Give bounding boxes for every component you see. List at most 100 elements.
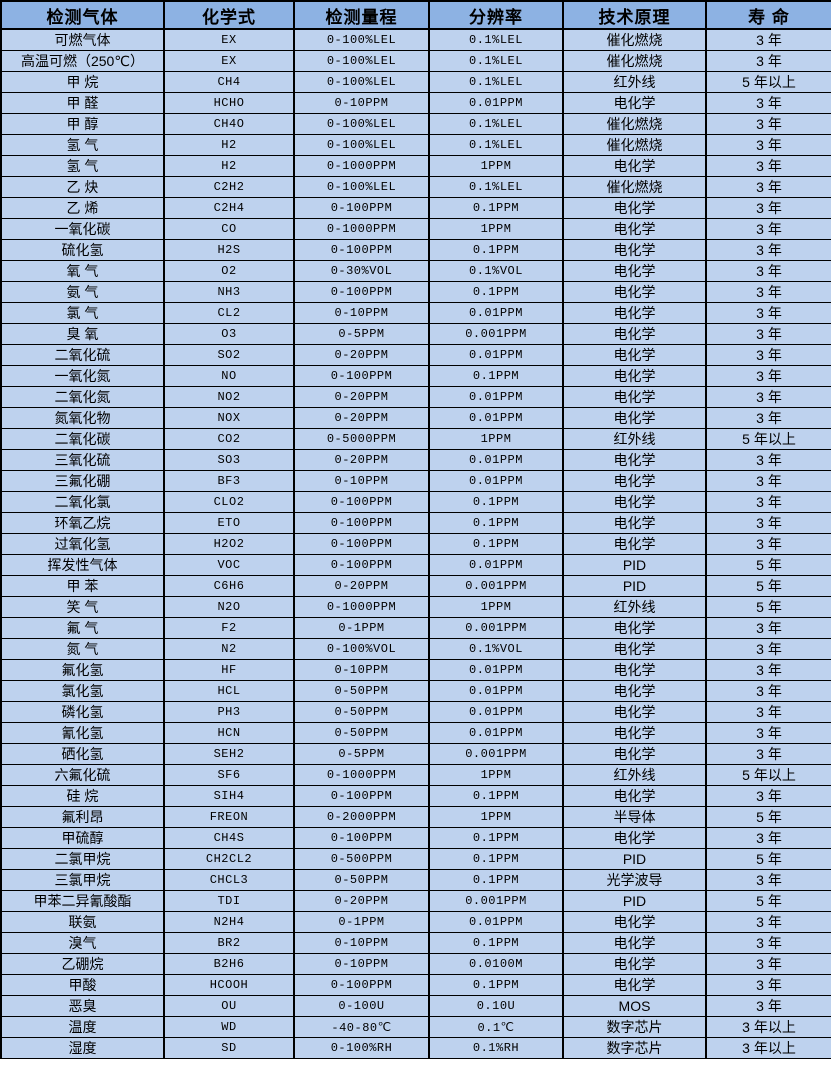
cell-technology-principle: 红外线: [562, 428, 707, 450]
cell-chemical-formula: BR2: [163, 932, 295, 954]
cell-detection-range: 0-100PPM: [293, 197, 430, 219]
cell-resolution: 0.1PPM: [428, 848, 564, 870]
cell-gas-name: 六氟化硫: [0, 764, 165, 786]
cell-lifespan: 3 年以上: [705, 1037, 831, 1059]
cell-gas-name: 甲苯二异氰酸酯: [0, 890, 165, 912]
cell-chemical-formula: CH4: [163, 71, 295, 93]
cell-technology-principle: 电化学: [562, 92, 707, 114]
cell-chemical-formula: CO: [163, 218, 295, 240]
cell-chemical-formula: H2S: [163, 239, 295, 261]
cell-detection-range: 0-20PPM: [293, 344, 430, 366]
cell-chemical-formula: TDI: [163, 890, 295, 912]
cell-gas-name: 氰化氢: [0, 722, 165, 744]
cell-chemical-formula: O2: [163, 260, 295, 282]
table-row: 氧 气 O2 0-30%VOL 0.1%VOL 电化学 3 年: [0, 260, 831, 282]
table-row: 湿度 SD 0-100%RH 0.1%RH 数字芯片 3 年以上: [0, 1037, 831, 1059]
cell-resolution: 0.1%LEL: [428, 134, 564, 156]
cell-resolution: 0.01PPM: [428, 470, 564, 492]
table-row: 甲硫醇 CH4S 0-100PPM 0.1PPM 电化学 3 年: [0, 827, 831, 849]
table-body: 可燃气体 EX 0-100%LEL 0.1%LEL 催化燃烧 3 年高温可燃（250℃） E…: [0, 28, 831, 1059]
cell-technology-principle: 半导体: [562, 806, 707, 828]
column-header-resolution: 分辨率: [428, 0, 564, 30]
cell-resolution: 0.1%LEL: [428, 71, 564, 93]
table-row: 甲 醇 CH4O 0-100%LEL 0.1%LEL 催化燃烧 3 年: [0, 113, 831, 135]
table-row: 高温可燃（250℃） EX 0-100%LEL 0.1%LEL 催化燃烧 3 年: [0, 50, 831, 72]
cell-gas-name: 恶臭: [0, 995, 165, 1017]
cell-detection-range: 0-20PPM: [293, 890, 430, 912]
table-row: 氟化氢 HF 0-10PPM 0.01PPM 电化学 3 年: [0, 659, 831, 681]
cell-detection-range: 0-100PPM: [293, 512, 430, 534]
cell-technology-principle: 红外线: [562, 764, 707, 786]
cell-lifespan: 3 年以上: [705, 1016, 831, 1038]
cell-detection-range: 0-100PPM: [293, 554, 430, 576]
cell-detection-range: 0-10PPM: [293, 659, 430, 681]
cell-gas-name: 二氧化氮: [0, 386, 165, 408]
cell-resolution: 0.1PPM: [428, 491, 564, 513]
cell-detection-range: 0-100PPM: [293, 827, 430, 849]
cell-technology-principle: 催化燃烧: [562, 50, 707, 72]
cell-technology-principle: 电化学: [562, 722, 707, 744]
table-row: 三氧化硫 SO3 0-20PPM 0.01PPM 电化学 3 年: [0, 449, 831, 471]
cell-resolution: 0.1%LEL: [428, 113, 564, 135]
table-row: 乙 炔 C2H2 0-100%LEL 0.1%LEL 催化燃烧 3 年: [0, 176, 831, 198]
table-row: 氟 气 F2 0-1PPM 0.001PPM 电化学 3 年: [0, 617, 831, 639]
cell-technology-principle: 电化学: [562, 470, 707, 492]
cell-technology-principle: 电化学: [562, 491, 707, 513]
cell-technology-principle: 光学波导: [562, 869, 707, 891]
cell-lifespan: 3 年: [705, 785, 831, 807]
cell-resolution: 0.10U: [428, 995, 564, 1017]
cell-lifespan: 3 年: [705, 134, 831, 156]
cell-chemical-formula: WD: [163, 1016, 295, 1038]
cell-gas-name: 氨 气: [0, 281, 165, 303]
cell-resolution: 0.01PPM: [428, 659, 564, 681]
cell-lifespan: 5 年以上: [705, 428, 831, 450]
cell-lifespan: 3 年: [705, 533, 831, 555]
cell-resolution: 0.1PPM: [428, 869, 564, 891]
cell-resolution: 0.1PPM: [428, 974, 564, 996]
cell-gas-name: 氮 气: [0, 638, 165, 660]
cell-chemical-formula: NH3: [163, 281, 295, 303]
cell-lifespan: 3 年: [705, 302, 831, 324]
cell-lifespan: 5 年: [705, 890, 831, 912]
cell-gas-name: 三氧化硫: [0, 449, 165, 471]
cell-detection-range: -40-80℃: [293, 1016, 430, 1038]
table-row: 氰化氢 HCN 0-50PPM 0.01PPM 电化学 3 年: [0, 722, 831, 744]
cell-lifespan: 3 年: [705, 281, 831, 303]
cell-technology-principle: 电化学: [562, 344, 707, 366]
cell-chemical-formula: C6H6: [163, 575, 295, 597]
cell-lifespan: 3 年: [705, 491, 831, 513]
cell-gas-name: 氟利昂: [0, 806, 165, 828]
cell-lifespan: 3 年: [705, 386, 831, 408]
cell-resolution: 0.1PPM: [428, 512, 564, 534]
cell-gas-name: 甲硫醇: [0, 827, 165, 849]
table-row: 六氟化硫 SF6 0-1000PPM 1PPM 红外线 5 年以上: [0, 764, 831, 786]
cell-gas-name: 氟 气: [0, 617, 165, 639]
cell-detection-range: 0-10PPM: [293, 932, 430, 954]
cell-chemical-formula: ETO: [163, 512, 295, 534]
cell-detection-range: 0-10PPM: [293, 302, 430, 324]
cell-resolution: 0.1PPM: [428, 785, 564, 807]
cell-technology-principle: 催化燃烧: [562, 176, 707, 198]
cell-lifespan: 3 年: [705, 743, 831, 765]
cell-technology-principle: 电化学: [562, 323, 707, 345]
cell-detection-range: 0-100PPM: [293, 785, 430, 807]
cell-technology-principle: 电化学: [562, 974, 707, 996]
cell-technology-principle: 数字芯片: [562, 1016, 707, 1038]
cell-technology-principle: 电化学: [562, 638, 707, 660]
cell-lifespan: 3 年: [705, 28, 831, 51]
cell-resolution: 0.01PPM: [428, 386, 564, 408]
table-row: 硫化氢 H2S 0-100PPM 0.1PPM 电化学 3 年: [0, 239, 831, 261]
table-row: 三氯甲烷 CHCL3 0-50PPM 0.1PPM 光学波导 3 年: [0, 869, 831, 891]
cell-technology-principle: 电化学: [562, 407, 707, 429]
cell-resolution: 0.1%RH: [428, 1037, 564, 1059]
cell-lifespan: 5 年: [705, 575, 831, 597]
cell-lifespan: 3 年: [705, 911, 831, 933]
cell-resolution: 0.01PPM: [428, 701, 564, 723]
cell-technology-principle: 电化学: [562, 197, 707, 219]
cell-gas-name: 硒化氢: [0, 743, 165, 765]
cell-gas-name: 溴气: [0, 932, 165, 954]
table-row: 二氧化氮 NO2 0-20PPM 0.01PPM 电化学 3 年: [0, 386, 831, 408]
cell-resolution: 0.01PPM: [428, 407, 564, 429]
cell-gas-name: 氯 气: [0, 302, 165, 324]
cell-gas-name: 甲 苯: [0, 575, 165, 597]
